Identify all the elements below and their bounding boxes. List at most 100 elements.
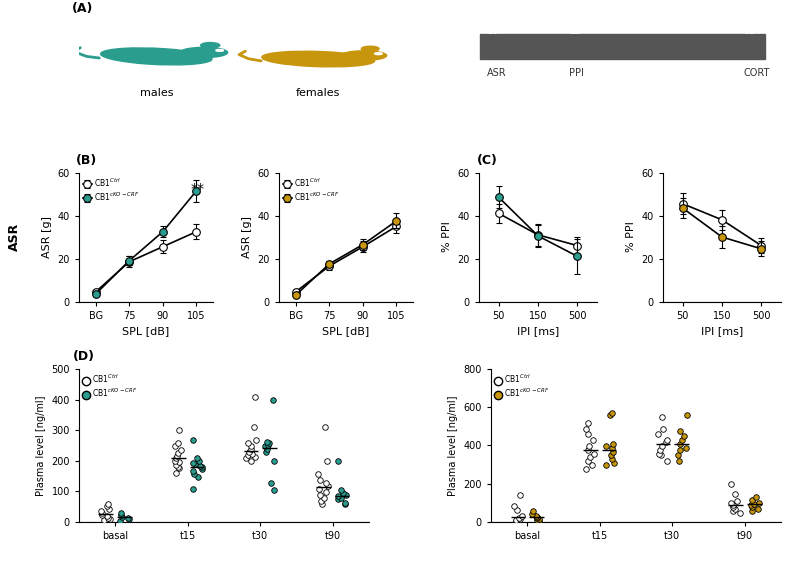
Point xyxy=(585,461,598,470)
Y-axis label: % PPI: % PPI xyxy=(626,222,636,252)
Y-axis label: % PPI: % PPI xyxy=(442,222,452,252)
Point xyxy=(606,443,619,452)
Point xyxy=(580,424,593,433)
Point xyxy=(95,507,107,516)
Point xyxy=(724,480,737,489)
Point xyxy=(674,445,686,454)
Point xyxy=(196,465,208,474)
Point xyxy=(245,457,257,466)
Text: d14: d14 xyxy=(743,26,761,36)
Point xyxy=(114,516,126,525)
Point xyxy=(264,478,277,487)
Point xyxy=(660,438,672,447)
Legend: CB1$^{Ctrl}$, CB1$^{cKO-CRF}$: CB1$^{Ctrl}$, CB1$^{cKO-CRF}$ xyxy=(83,373,137,399)
Point xyxy=(606,409,619,418)
Text: CORT: CORT xyxy=(743,68,769,78)
Legend: CB1$^{Ctrl}$, CB1$^{cKO-CRF}$: CB1$^{Ctrl}$, CB1$^{cKO-CRF}$ xyxy=(282,176,339,203)
Point xyxy=(186,484,199,493)
Point xyxy=(170,453,182,462)
Point xyxy=(169,442,181,450)
Point xyxy=(583,442,596,450)
Point xyxy=(115,512,128,521)
Point xyxy=(680,443,693,452)
Point xyxy=(674,426,686,435)
Point xyxy=(314,475,327,484)
Text: **: ** xyxy=(190,182,204,196)
Bar xyxy=(481,34,765,59)
Point xyxy=(260,445,273,454)
Point xyxy=(581,430,594,439)
Point xyxy=(192,472,204,481)
Point xyxy=(331,495,344,504)
Point xyxy=(510,516,522,525)
Point xyxy=(247,422,260,431)
Point xyxy=(193,457,205,466)
Point xyxy=(729,504,742,513)
Text: PPI: PPI xyxy=(569,68,584,78)
Y-axis label: Plasma level [ng/ml]: Plasma level [ng/ml] xyxy=(36,396,46,496)
Text: d2: d2 xyxy=(569,26,581,36)
Point xyxy=(242,450,255,459)
X-axis label: SPL [dB]: SPL [dB] xyxy=(323,326,370,336)
Point xyxy=(115,511,128,519)
Y-axis label: ASR [g]: ASR [g] xyxy=(42,216,52,258)
X-axis label: IPI [ms]: IPI [ms] xyxy=(701,326,743,336)
Point xyxy=(746,496,758,505)
Point xyxy=(752,504,765,513)
Text: (A): (A) xyxy=(72,2,93,15)
Point xyxy=(96,509,109,518)
Point xyxy=(100,502,113,511)
Point xyxy=(511,506,524,515)
Text: males: males xyxy=(140,88,173,98)
Point xyxy=(102,513,114,522)
Point xyxy=(678,432,690,441)
Point xyxy=(337,489,350,498)
Point xyxy=(588,449,600,458)
Point xyxy=(581,445,594,454)
Point xyxy=(654,445,667,454)
Point xyxy=(748,499,761,508)
Point xyxy=(525,509,538,518)
Point xyxy=(730,496,742,505)
Point xyxy=(604,411,616,420)
Point xyxy=(514,514,526,523)
Point xyxy=(187,458,200,467)
Point xyxy=(190,454,203,463)
Point xyxy=(320,478,332,487)
Text: (C): (C) xyxy=(477,154,498,167)
Point xyxy=(173,426,185,435)
Ellipse shape xyxy=(200,43,219,48)
Point xyxy=(320,488,333,496)
Point xyxy=(607,439,619,448)
Point xyxy=(320,457,333,466)
Point xyxy=(607,447,619,456)
Point xyxy=(339,490,352,499)
Point xyxy=(586,436,599,445)
Y-axis label: Plasma level [ng/ml]: Plasma level [ng/ml] xyxy=(448,396,458,496)
Point xyxy=(608,458,620,467)
Point xyxy=(531,516,544,525)
Point xyxy=(96,511,109,519)
Point xyxy=(604,451,617,460)
Point xyxy=(533,516,546,525)
Text: females: females xyxy=(296,88,340,98)
Point xyxy=(655,451,667,460)
Point xyxy=(746,503,758,512)
Point xyxy=(186,466,199,475)
Point xyxy=(188,469,200,478)
Point xyxy=(172,439,185,448)
Point xyxy=(242,448,255,457)
Point xyxy=(187,435,200,444)
Point xyxy=(724,499,737,508)
Point xyxy=(331,457,344,466)
Point xyxy=(332,492,345,501)
Point xyxy=(515,512,528,521)
Point xyxy=(671,451,684,460)
Point xyxy=(510,516,522,525)
Text: (D): (D) xyxy=(73,350,95,363)
Point xyxy=(750,493,762,502)
Point xyxy=(653,449,665,458)
Text: (B): (B) xyxy=(77,154,98,167)
Point xyxy=(606,455,619,464)
Point xyxy=(675,436,688,445)
